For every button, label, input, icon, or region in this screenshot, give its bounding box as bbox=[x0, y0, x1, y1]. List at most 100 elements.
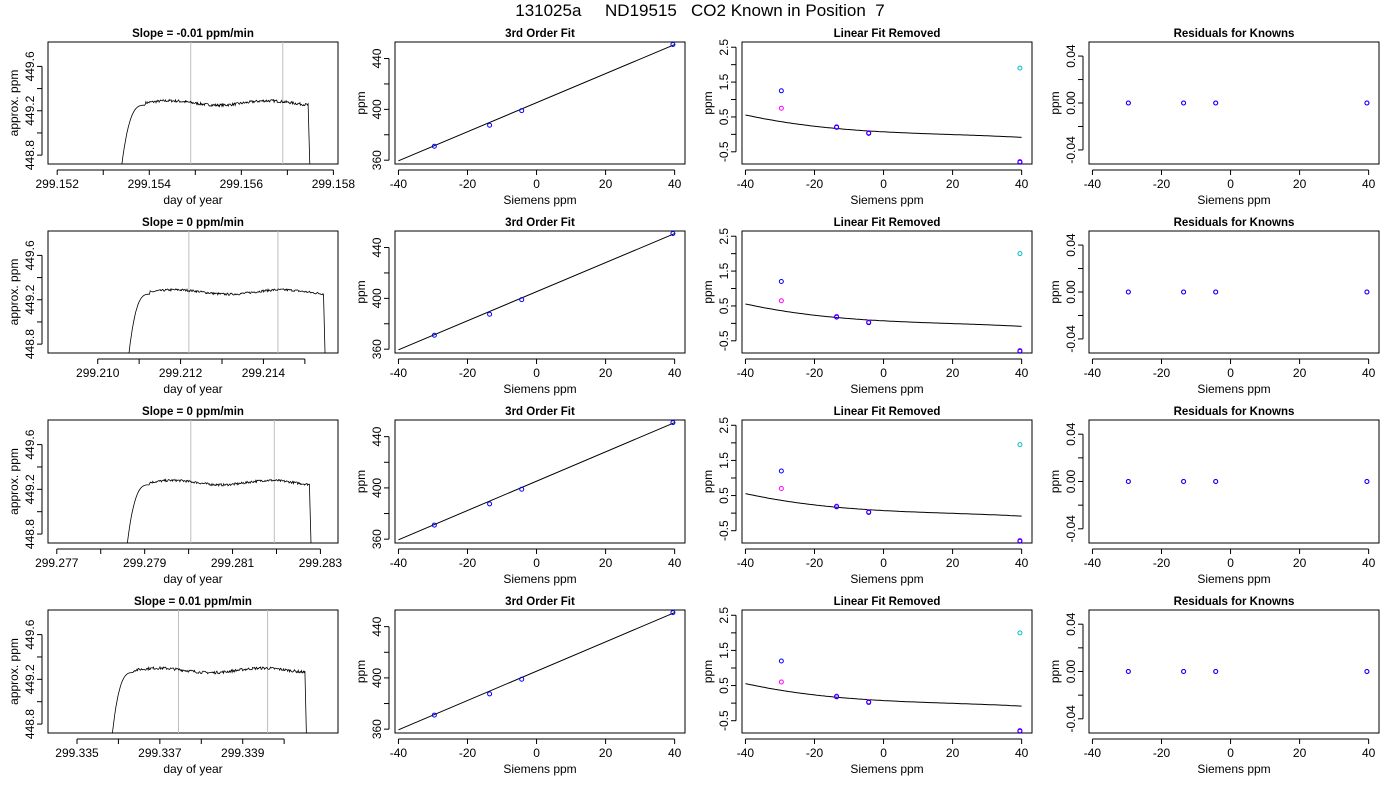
data-point bbox=[519, 297, 525, 303]
fit-line bbox=[398, 44, 675, 162]
panel-r1c3: Linear Fit Removed -40 -20 0 20 40 Siemens ppm… bbox=[701, 28, 1033, 207]
panel-title: Residuals for Knowns bbox=[1174, 596, 1295, 608]
y-tick-label: 449.2 bbox=[23, 95, 37, 125]
x-tick-label: 20 bbox=[1293, 177, 1307, 191]
fit-curve bbox=[745, 493, 1022, 517]
y-tick-label: -0.04 bbox=[1064, 136, 1078, 164]
y-tick-label: 448.8 bbox=[23, 140, 37, 170]
x-tick-label: -40 bbox=[1084, 556, 1102, 570]
y-tick-label: -0.5 bbox=[717, 330, 731, 351]
y-axis-label: approx. ppm bbox=[7, 70, 21, 137]
plot-area bbox=[111, 610, 307, 733]
data-point-magenta bbox=[778, 298, 784, 304]
panel-title: 3rd Order Fit bbox=[505, 217, 575, 229]
data-point-blue bbox=[866, 320, 872, 326]
x-axis-label: day of year bbox=[163, 193, 222, 207]
x-tick-label: 299.154 bbox=[128, 177, 172, 191]
x-tick-label: -20 bbox=[806, 746, 824, 760]
y-tick-label: -0.04 bbox=[1064, 325, 1078, 353]
data-point bbox=[487, 311, 493, 317]
x-tick-label: 40 bbox=[1362, 746, 1376, 760]
data-point-blue bbox=[1017, 159, 1023, 165]
data-point-overlay bbox=[1213, 100, 1219, 106]
data-point-cyan bbox=[1017, 251, 1023, 257]
x-tick-label: 299.214 bbox=[242, 366, 286, 380]
x-tick-label: 0 bbox=[880, 556, 887, 570]
panel-title: Slope = 0 ppm/min bbox=[142, 217, 244, 229]
x-tick-label: -40 bbox=[737, 177, 755, 191]
plot-box bbox=[394, 419, 686, 544]
x-tick-label: -40 bbox=[390, 177, 408, 191]
y-tick-label: 2.5 bbox=[717, 228, 731, 245]
figure-title: 131025a ND19515 CO2 Known in Position 7 bbox=[515, 1, 885, 20]
x-tick-label: -40 bbox=[390, 746, 408, 760]
y-axis-label: ppm bbox=[354, 91, 368, 114]
y-tick-label: 0.5 bbox=[717, 108, 731, 125]
data-point-magenta bbox=[778, 679, 784, 685]
x-tick-label: 40 bbox=[1362, 366, 1376, 380]
y-tick-label: 1.5 bbox=[717, 73, 731, 90]
x-tick-label: 299.335 bbox=[55, 746, 99, 760]
panel-r2c4: Residuals for Knowns -40 -20 0 20 40 Siemens p… bbox=[1048, 217, 1380, 396]
y-axis-label: ppm bbox=[701, 91, 715, 114]
x-axis-label: Siemens ppm bbox=[850, 382, 923, 396]
y-tick-label: 449.2 bbox=[23, 474, 37, 504]
x-tick-label: 20 bbox=[1293, 746, 1307, 760]
x-tick-label: 20 bbox=[599, 177, 613, 191]
y-tick-label: 400 bbox=[370, 668, 384, 688]
panel-title: Residuals for Knowns bbox=[1174, 217, 1295, 229]
data-point-overlay bbox=[1125, 100, 1131, 106]
concentration-trace bbox=[121, 98, 311, 164]
y-tick-label: -0.5 bbox=[717, 141, 731, 162]
x-axis-label: Siemens ppm bbox=[850, 762, 923, 776]
x-tick-label: -40 bbox=[390, 556, 408, 570]
concentration-trace bbox=[126, 478, 312, 543]
x-axis-label: Siemens ppm bbox=[1197, 193, 1270, 207]
x-tick-label: -40 bbox=[1084, 746, 1102, 760]
fit-curve bbox=[745, 303, 1022, 327]
data-point-overlay bbox=[1181, 100, 1187, 106]
y-axis-label: ppm bbox=[701, 280, 715, 303]
x-tick-label: -40 bbox=[737, 746, 755, 760]
data-point bbox=[487, 691, 493, 697]
x-tick-label: 299.279 bbox=[123, 556, 167, 570]
plot-area bbox=[398, 44, 675, 162]
y-tick-label: 449.2 bbox=[23, 284, 37, 314]
x-tick-label: -40 bbox=[390, 366, 408, 380]
y-tick-label: 449.6 bbox=[23, 619, 37, 649]
x-tick-label: 40 bbox=[668, 746, 682, 760]
data-point-overlay bbox=[1213, 479, 1219, 484]
y-tick-label: 440 bbox=[370, 48, 384, 68]
plot-area bbox=[398, 612, 675, 731]
y-tick-label: 448.8 bbox=[23, 519, 37, 549]
x-axis-label: Siemens ppm bbox=[850, 193, 923, 207]
x-tick-label: 299.339 bbox=[221, 746, 265, 760]
x-axis-label: Siemens ppm bbox=[1197, 762, 1270, 776]
y-tick-label: -0.04 bbox=[1064, 515, 1078, 543]
x-tick-label: 40 bbox=[1015, 177, 1029, 191]
x-axis-label: Siemens ppm bbox=[1197, 382, 1270, 396]
data-point-blue bbox=[778, 658, 784, 664]
x-tick-label: 40 bbox=[1015, 746, 1029, 760]
x-tick-label: -40 bbox=[737, 366, 755, 380]
x-tick-label: 20 bbox=[599, 366, 613, 380]
x-axis-label: day of year bbox=[163, 382, 222, 396]
panel-title: Slope = 0.01 ppm/min bbox=[134, 596, 252, 608]
plot-box bbox=[1088, 41, 1380, 165]
x-axis-label: Siemens ppm bbox=[850, 572, 923, 586]
panel-r4c3: Linear Fit Removed -40 -20 0 20 40 Siemens ppm… bbox=[701, 596, 1033, 776]
x-tick-label: -20 bbox=[459, 366, 477, 380]
y-tick-label: 440 bbox=[370, 237, 384, 257]
y-tick-label: 449.2 bbox=[23, 664, 37, 694]
data-point bbox=[670, 420, 676, 426]
plot-area bbox=[745, 303, 1022, 327]
x-tick-label: 299.283 bbox=[299, 556, 343, 570]
plot-box bbox=[1088, 609, 1380, 734]
x-tick-label: 299.277 bbox=[35, 556, 79, 570]
fit-curve bbox=[745, 114, 1022, 138]
y-tick-label: 0.00 bbox=[1064, 280, 1078, 304]
data-point-overlay bbox=[1181, 669, 1187, 674]
plot-box bbox=[741, 230, 1033, 354]
data-point bbox=[431, 712, 437, 718]
